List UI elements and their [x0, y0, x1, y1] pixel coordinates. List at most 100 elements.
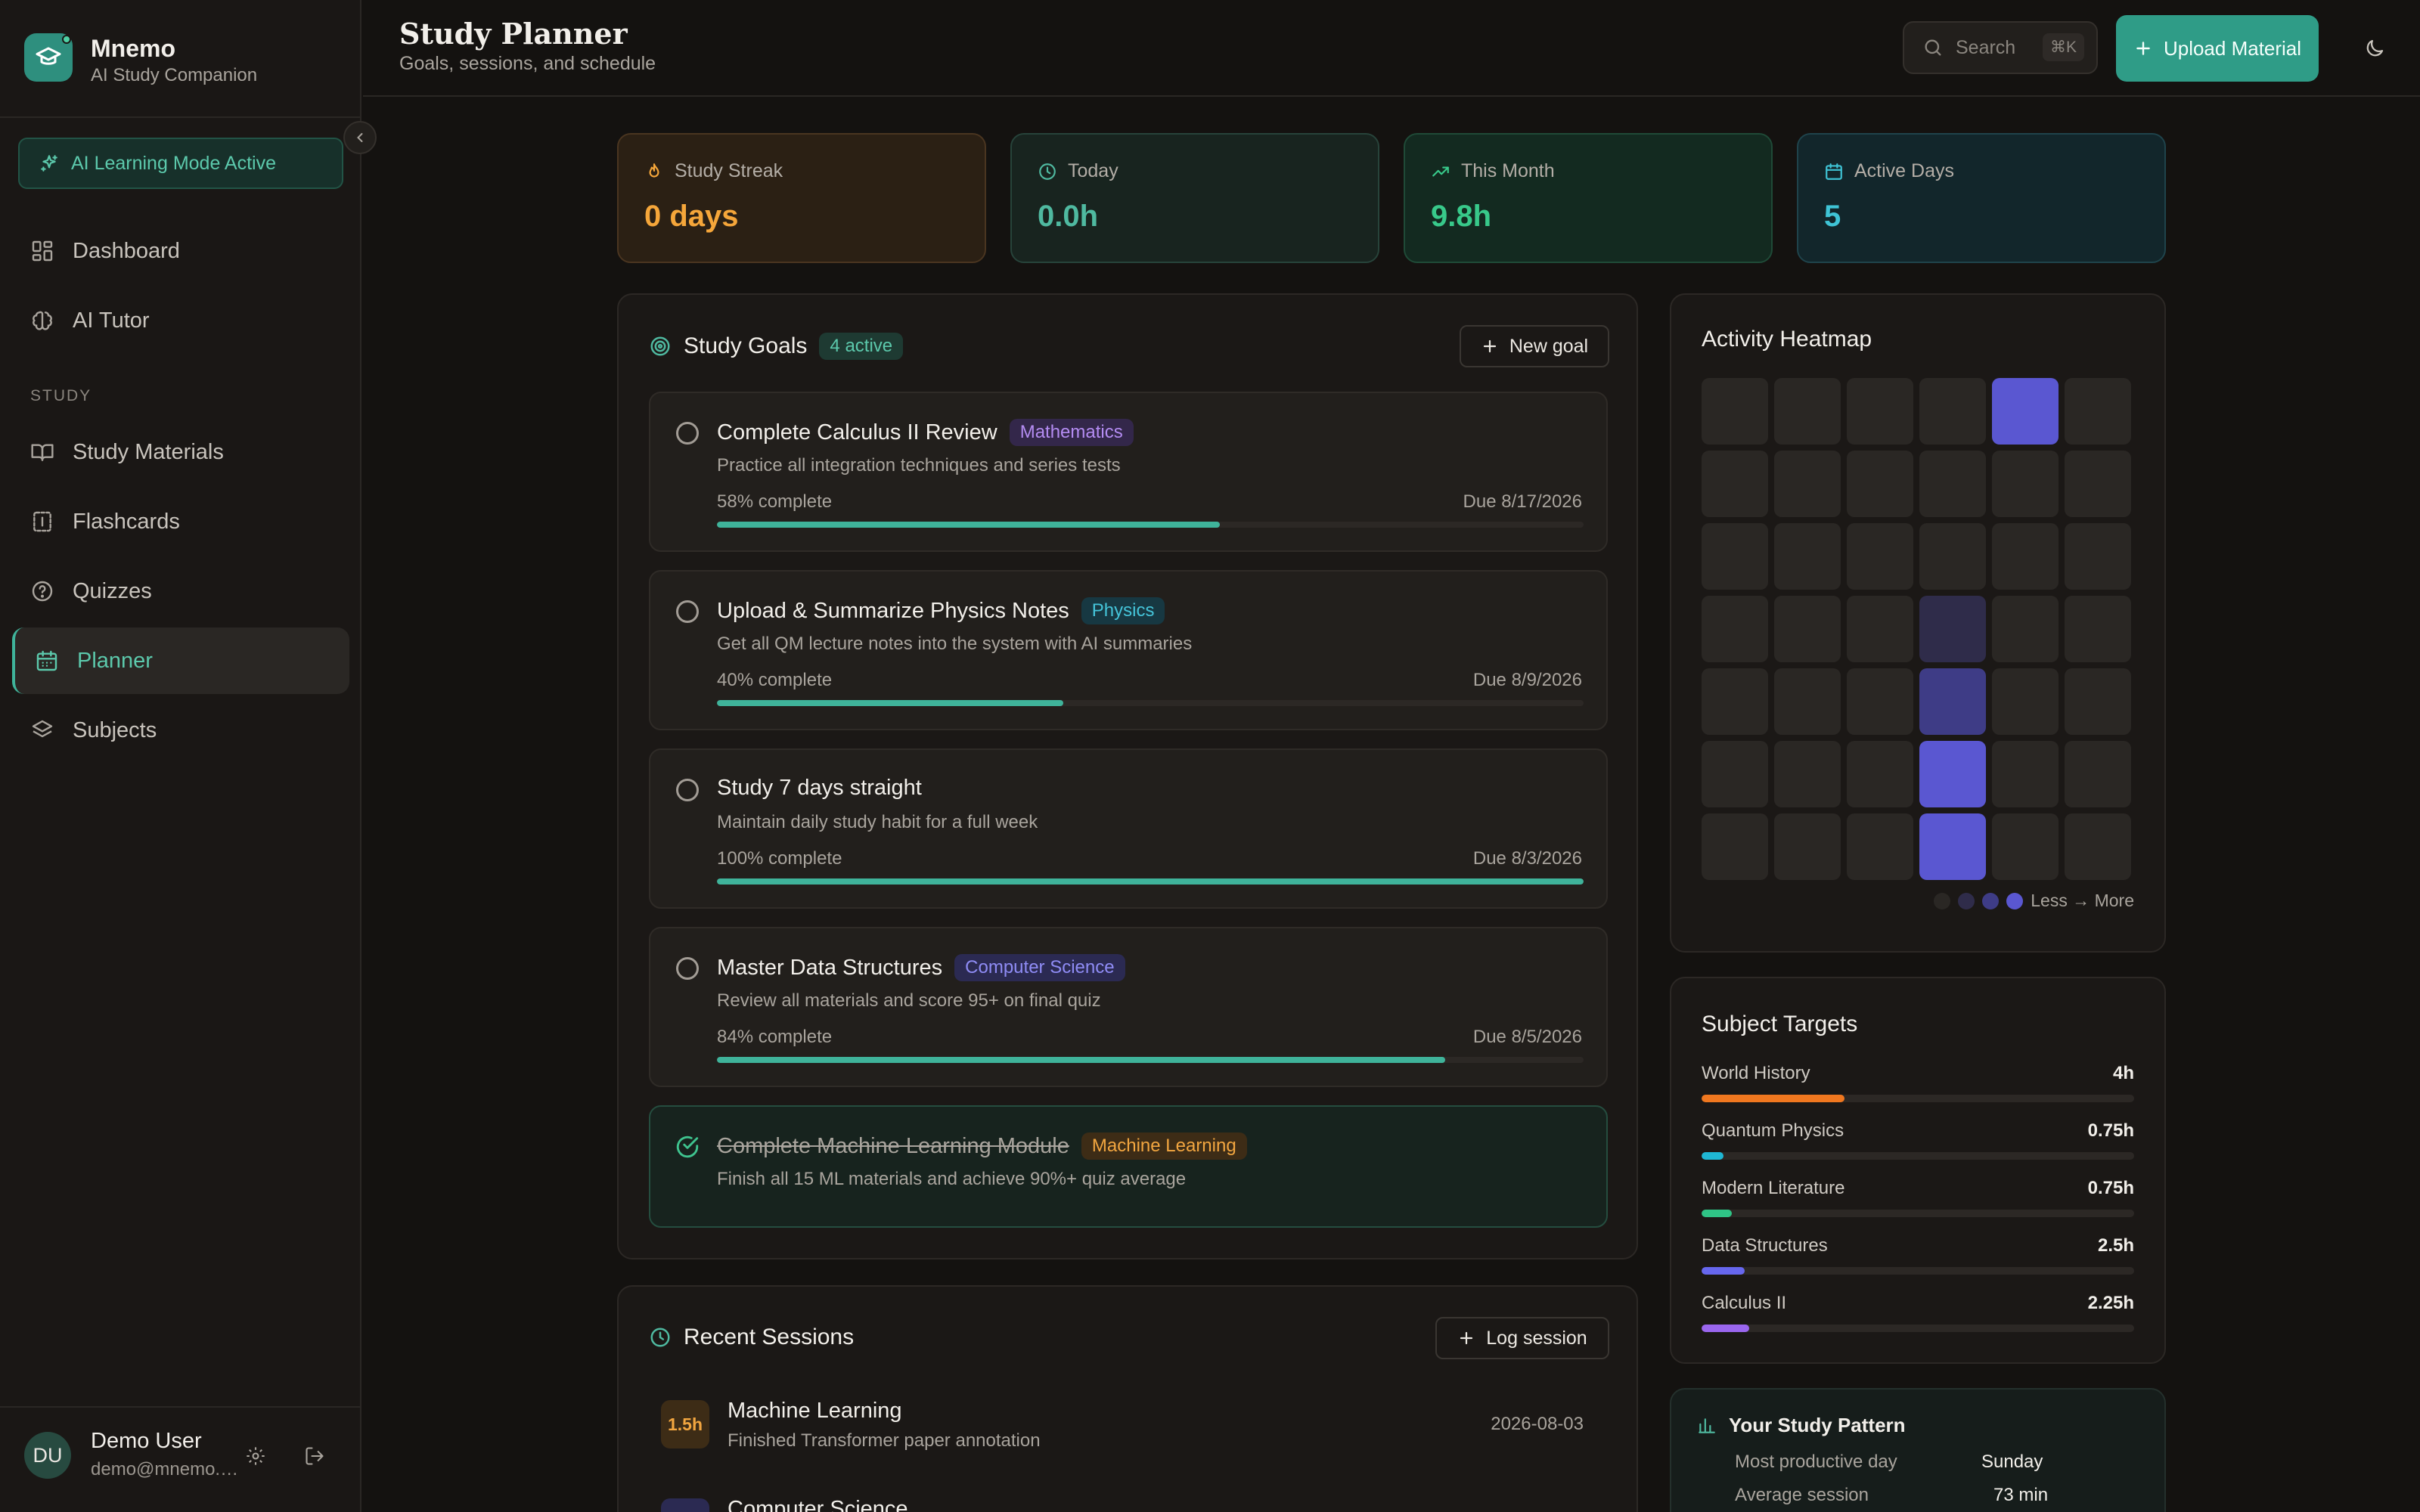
heatmap-cell[interactable] [1774, 668, 1841, 735]
heatmap-cell[interactable] [1774, 451, 1841, 517]
sidebar-item-ai-tutor[interactable]: AI Tutor [12, 287, 349, 354]
heatmap-cell[interactable] [1992, 451, 2059, 517]
goal-checkbox[interactable] [676, 600, 699, 623]
avatar: DU [24, 1432, 71, 1479]
goal-card[interactable]: Study 7 days straight Maintain daily stu… [649, 748, 1608, 909]
sidebar-item-planner[interactable]: Planner [12, 627, 349, 694]
sidebar-item-flashcards[interactable]: Flashcards [12, 488, 349, 555]
sidebar-item-label: Planner [77, 648, 153, 673]
heatmap-cell[interactable] [1919, 741, 1986, 807]
heatmap-cell[interactable] [1847, 741, 1913, 807]
plus-icon [1483, 339, 1496, 353]
stat-value: 9.8h [1431, 200, 1492, 233]
heatmap-cell[interactable] [1992, 741, 2059, 807]
goal-title: Study 7 days straight [717, 776, 922, 800]
heatmap-cell[interactable] [2065, 451, 2131, 517]
logout-button[interactable] [299, 1441, 330, 1471]
heatmap-cell[interactable] [2065, 378, 2131, 445]
heatmap-cell[interactable] [2065, 813, 2131, 880]
activity-heatmap-panel: Activity Heatmap Less → More [1670, 293, 2166, 953]
goal-card[interactable]: Upload & Summarize Physics Notes Physics … [649, 570, 1608, 730]
collapse-sidebar-button[interactable] [343, 121, 377, 154]
heatmap-cell[interactable] [1919, 813, 1986, 880]
heatmap-cell[interactable] [1774, 741, 1841, 807]
search-input[interactable]: Search ⌘K [1903, 21, 2098, 74]
heatmap-cell[interactable] [1702, 378, 1768, 445]
heatmap-cell[interactable] [1774, 378, 1841, 445]
heatmap-cell[interactable] [1702, 523, 1768, 590]
chevron-left-icon [357, 133, 363, 142]
heatmap-cell[interactable] [1919, 378, 1986, 445]
sidebar-item-dashboard[interactable]: Dashboard [12, 218, 349, 284]
upload-material-button[interactable]: Upload Material [2116, 15, 2319, 82]
heatmap-cell[interactable] [1702, 813, 1768, 880]
heatmap-cell[interactable] [1992, 596, 2059, 662]
session-item[interactable]: Computer Science [661, 1491, 1584, 1512]
heatmap-cell[interactable] [1847, 523, 1913, 590]
target-fill [1702, 1152, 1723, 1160]
heatmap-cell[interactable] [1847, 813, 1913, 880]
sidebar-item-label: Subjects [73, 717, 157, 742]
goal-checkbox[interactable] [676, 957, 699, 980]
theme-toggle-button[interactable] [2358, 32, 2391, 65]
session-item[interactable]: 1.5h Machine Learning Finished Transform… [661, 1393, 1584, 1461]
user-profile[interactable]: DU Demo User demo@mnemo.app [24, 1429, 357, 1482]
target-bar [1702, 1095, 2134, 1102]
goal-checkbox[interactable] [676, 422, 699, 445]
page-title: Study Planner [399, 17, 628, 51]
heatmap-cell[interactable] [2065, 668, 2131, 735]
goal-progress-bar [717, 700, 1584, 706]
heatmap-cell[interactable] [1774, 813, 1841, 880]
heatmap-cell[interactable] [1992, 523, 2059, 590]
heatmap-cell[interactable] [2065, 741, 2131, 807]
sidebar-item-study-materials[interactable]: Study Materials [12, 419, 349, 485]
heatmap-cell[interactable] [1774, 523, 1841, 590]
heatmap-cell[interactable] [1702, 451, 1768, 517]
check-circle-icon[interactable] [675, 1134, 700, 1160]
pattern-row: Average session 73 min [1735, 1485, 2048, 1506]
heatmap-cell[interactable] [2065, 523, 2131, 590]
goal-progress-bar [717, 878, 1584, 885]
heatmap-cell[interactable] [1847, 668, 1913, 735]
goal-description: Practice all integration techniques and … [717, 455, 1121, 476]
legend-swatch [1934, 892, 1951, 909]
brand[interactable]: Mnemo AI Study Companion [24, 33, 357, 86]
session-duration: 1.5h [661, 1400, 709, 1448]
heatmap-cell[interactable] [1702, 596, 1768, 662]
goal-checkbox[interactable] [676, 779, 699, 801]
goal-card-completed[interactable]: Complete Machine Learning Module Machine … [649, 1105, 1608, 1228]
target-bar [1702, 1152, 2134, 1160]
targets-title: Subject Targets [1702, 1012, 1858, 1036]
heatmap-cell[interactable] [1774, 596, 1841, 662]
heatmap-cell[interactable] [1919, 668, 1986, 735]
heatmap-cell[interactable] [1992, 378, 2059, 445]
heatmap-cell[interactable] [1847, 451, 1913, 517]
stat-card-month: This Month 9.8h [1404, 133, 1773, 263]
ai-mode-badge[interactable]: AI Learning Mode Active [18, 138, 343, 189]
heatmap-cell[interactable] [1702, 668, 1768, 735]
calendar-icon [36, 650, 57, 671]
sidebar-item-quizzes[interactable]: Quizzes [12, 558, 349, 624]
heatmap-cell[interactable] [1919, 523, 1986, 590]
heatmap-cell[interactable] [1992, 668, 2059, 735]
new-goal-button[interactable]: New goal [1460, 325, 1609, 367]
stat-value: 5 [1824, 200, 1841, 233]
heatmap-cell[interactable] [1702, 741, 1768, 807]
sidebar-item-subjects[interactable]: Subjects [12, 697, 349, 764]
heatmap-cell[interactable] [1992, 813, 2059, 880]
heatmap-cell[interactable] [1919, 451, 1986, 517]
goal-subject-tag: Machine Learning [1081, 1132, 1247, 1160]
goal-card[interactable]: Master Data Structures Computer Science R… [649, 927, 1608, 1087]
clock-icon [650, 1328, 670, 1347]
heatmap-cell[interactable] [2065, 596, 2131, 662]
goal-card[interactable]: Complete Calculus II Review Mathematics P… [649, 392, 1608, 552]
log-session-button[interactable]: Log session [1435, 1317, 1609, 1359]
heatmap-cell[interactable] [1919, 596, 1986, 662]
target-hours: 2.5h [2097, 1235, 2134, 1256]
heatmap-cell[interactable] [1847, 378, 1913, 445]
settings-button[interactable] [240, 1441, 271, 1471]
heatmap-cell[interactable] [1847, 596, 1913, 662]
recent-sessions-panel: Recent Sessions Log session 1.5h Machine… [617, 1285, 1638, 1512]
goal-progress-text: 84% complete [717, 1027, 833, 1047]
app-tagline: AI Study Companion [91, 65, 258, 85]
